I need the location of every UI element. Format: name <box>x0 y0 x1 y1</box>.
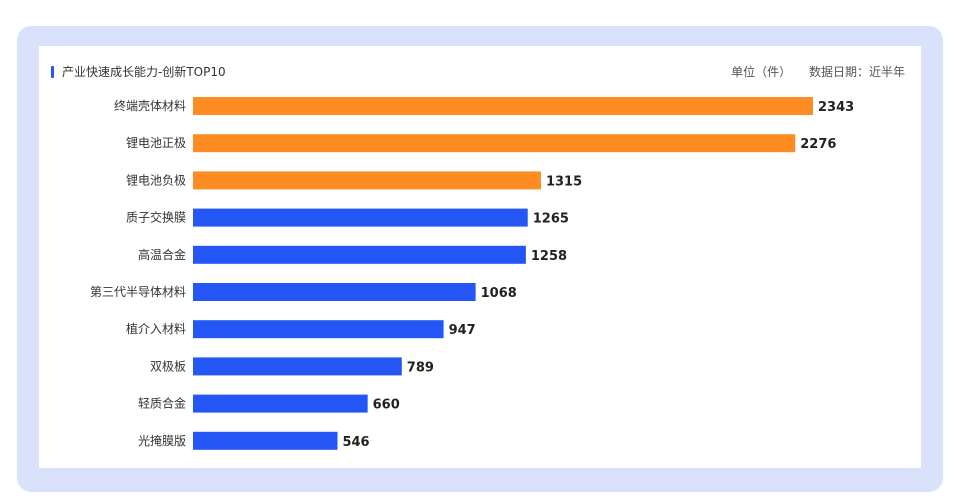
bar <box>193 357 402 376</box>
value-label: 1315 <box>546 174 582 189</box>
unit-label: 单位（件） <box>731 65 792 79</box>
category-label: 植介入材料 <box>126 321 186 336</box>
bar <box>193 283 476 301</box>
value-label: 546 <box>342 435 369 450</box>
category-label: 双极板 <box>150 359 186 373</box>
value-label: 789 <box>407 360 434 375</box>
title-accent-bar <box>51 66 54 78</box>
bar <box>193 134 796 153</box>
category-label: 光掩膜版 <box>138 434 186 448</box>
bar <box>193 97 813 115</box>
category-label: 锂电池正极 <box>126 135 186 150</box>
value-label: 1258 <box>531 249 567 264</box>
chart-title: 产业快速成长能力-创新TOP10 <box>62 65 226 79</box>
value-label: 1265 <box>533 212 569 227</box>
bar <box>193 171 541 190</box>
bar <box>193 394 368 413</box>
bar <box>193 431 338 450</box>
chart-meta: 单位（件） 数据日期：近半年 <box>731 63 905 80</box>
bar <box>193 245 526 264</box>
category-label: 终端壳体材料 <box>114 98 186 113</box>
value-label: 2276 <box>800 137 836 152</box>
bar <box>193 208 528 227</box>
bar <box>193 320 444 339</box>
value-label: 2343 <box>818 100 854 115</box>
category-label: 质子交换膜 <box>126 210 186 225</box>
category-label: 高温合金 <box>138 247 186 262</box>
date-label: 数据日期：近半年 <box>808 65 905 79</box>
value-label: 947 <box>449 323 476 338</box>
category-label: 锂电池负极 <box>126 172 186 187</box>
category-label: 轻质合金 <box>138 396 186 411</box>
category-label: 第三代半导体材料 <box>90 285 186 299</box>
value-label: 1068 <box>481 286 517 301</box>
value-label: 660 <box>373 398 400 413</box>
